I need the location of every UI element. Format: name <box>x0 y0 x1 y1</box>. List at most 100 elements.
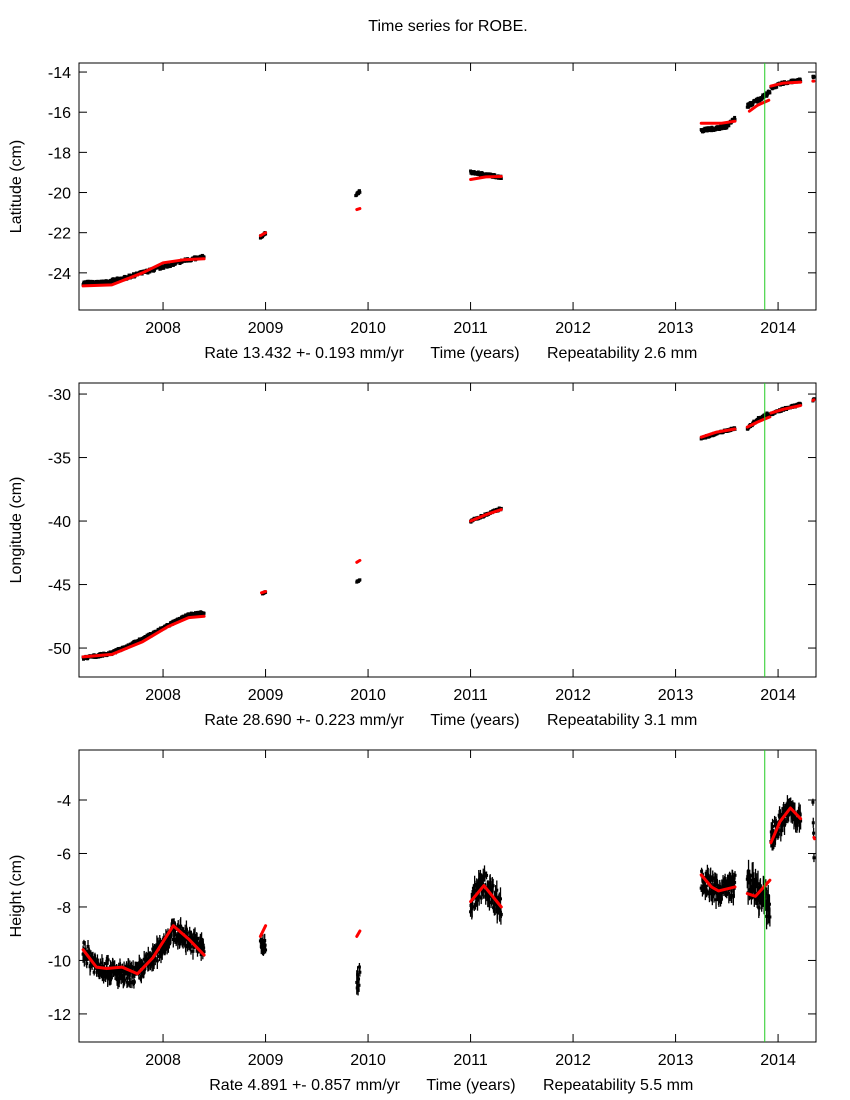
observation-point <box>357 189 361 193</box>
model-curve <box>745 415 772 429</box>
observation-point <box>789 800 793 804</box>
model-curve <box>355 929 362 938</box>
observation-point <box>195 936 199 940</box>
y-tick-label: -12 <box>48 1007 71 1024</box>
observation-point <box>157 943 161 947</box>
model-curve <box>81 614 206 659</box>
observation-point <box>774 820 778 824</box>
height-panel: 2008 2009 2010 2011 2012 2013 2014 -4 -6 -8 -10 -12… <box>8 749 817 1094</box>
observation-point <box>142 971 146 975</box>
model-curve <box>258 231 268 238</box>
observation-point <box>747 869 751 873</box>
observation-point <box>812 831 816 835</box>
observation-point <box>113 972 117 976</box>
observation-point <box>358 970 362 974</box>
observation-point <box>355 980 359 984</box>
observation-point <box>110 280 114 284</box>
observation-point <box>754 97 758 101</box>
observation-point <box>166 944 170 948</box>
observation-point <box>700 888 704 892</box>
observation-point <box>733 115 737 119</box>
observation-point <box>176 939 180 943</box>
observation-point <box>747 876 751 880</box>
observation-point <box>472 892 476 896</box>
observation-point <box>752 879 756 883</box>
observation-point <box>491 884 495 888</box>
x-axis-label: Time (years) <box>426 1077 515 1094</box>
y-tick-label: -50 <box>48 641 71 658</box>
observation-point <box>811 800 815 804</box>
observation-point <box>130 980 134 984</box>
observation-point <box>489 885 493 889</box>
observation-point <box>725 126 729 130</box>
observation-point <box>720 891 724 895</box>
observation-point <box>83 947 87 951</box>
observation-point <box>787 812 791 816</box>
y-axis-label: Latitude (cm) <box>8 140 25 233</box>
model-curve <box>469 508 503 523</box>
observation-point <box>91 956 95 960</box>
observation-point <box>486 898 490 902</box>
observation-point <box>202 255 206 259</box>
observation-point <box>493 173 497 177</box>
observation-point <box>781 822 785 826</box>
observation-point <box>150 960 154 964</box>
chart-title: Time series for ROBE. <box>368 18 527 35</box>
observation-point <box>166 940 170 944</box>
observation-point <box>172 928 176 932</box>
observation-point <box>264 948 268 952</box>
observation-point <box>355 986 359 990</box>
y-tick-label: -6 <box>57 846 71 863</box>
observation-point <box>131 965 135 969</box>
x-tick-label: 2008 <box>145 320 181 337</box>
observation-point <box>153 957 157 961</box>
observation-point <box>714 877 718 881</box>
observation-point <box>730 894 734 898</box>
observation-point <box>184 945 188 949</box>
observation-point <box>106 958 110 962</box>
observation-point <box>723 877 727 881</box>
observation-point <box>494 902 498 906</box>
observation-point <box>189 945 193 949</box>
observation-point <box>717 893 721 897</box>
observation-point <box>164 946 168 950</box>
rate-label: Rate 4.891 +- 0.857 mm/yr <box>209 1077 400 1094</box>
model-curve <box>812 835 816 841</box>
observation-point <box>263 943 267 947</box>
observation-point <box>200 941 204 945</box>
observation-point <box>180 935 184 939</box>
model-curve <box>81 924 206 976</box>
observation-point <box>173 930 177 934</box>
observation-point <box>710 894 714 898</box>
x-tick-label: 2012 <box>555 1052 591 1069</box>
observation-point <box>704 875 708 879</box>
x-tick-label: 2012 <box>555 687 591 704</box>
x-tick-label: 2011 <box>453 320 488 337</box>
observation-point <box>733 873 737 877</box>
observation-point <box>146 952 150 956</box>
observation-point <box>771 824 775 828</box>
observation-point <box>106 976 110 980</box>
x-tick-label: 2011 <box>453 1052 488 1069</box>
observation-point <box>791 802 795 806</box>
observation-point <box>765 901 769 905</box>
observation-point <box>143 966 147 970</box>
observation-point <box>712 884 716 888</box>
observation-point <box>192 932 196 936</box>
x-tick-label: 2013 <box>658 320 694 337</box>
observation-point <box>88 964 92 968</box>
observation-point <box>749 896 753 900</box>
observation-point <box>494 891 498 895</box>
observation-point <box>109 976 113 980</box>
observation-point <box>185 932 189 936</box>
x-tick-label: 2012 <box>555 320 591 337</box>
observation-point <box>262 941 266 945</box>
observation-point <box>132 272 136 276</box>
observation-point <box>172 921 176 925</box>
model-curve <box>699 873 737 893</box>
y-tick-label: -24 <box>48 266 71 283</box>
observation-point <box>112 649 116 653</box>
observation-point <box>768 915 772 919</box>
observation-point <box>85 962 89 966</box>
observation-point <box>482 889 486 893</box>
